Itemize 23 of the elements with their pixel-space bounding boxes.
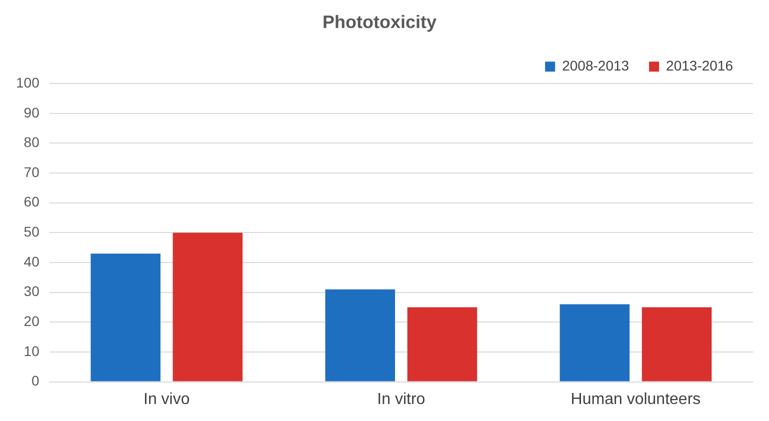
- bar: [90, 254, 160, 382]
- chart-title: Phototoxicity: [322, 12, 437, 32]
- bar: [325, 289, 396, 382]
- y-tick-label: 10: [24, 342, 40, 359]
- y-tick-label: 80: [24, 134, 40, 150]
- y-tick-label: 20: [24, 313, 40, 330]
- y-tick-label: 50: [24, 224, 40, 240]
- x-tick-label: Human volunteers: [570, 390, 701, 408]
- legend-label: 2008-2013: [562, 57, 630, 74]
- x-tick-label: In vitro: [377, 390, 426, 408]
- y-tick-label: 30: [24, 283, 40, 300]
- y-tick-label: 70: [24, 164, 40, 180]
- bar: [560, 304, 630, 382]
- y-tick-label: 40: [24, 253, 40, 270]
- y-tick-label: 60: [24, 194, 40, 210]
- y-tick-label: 0: [32, 372, 40, 389]
- y-tick-label: 100: [16, 74, 40, 90]
- bar: [407, 307, 478, 382]
- legend-label: 2013-2016: [666, 57, 734, 74]
- x-tick-label: In vivo: [144, 390, 190, 408]
- y-tick-label: 90: [24, 104, 40, 120]
- bar: [642, 307, 712, 382]
- bar: [172, 232, 243, 382]
